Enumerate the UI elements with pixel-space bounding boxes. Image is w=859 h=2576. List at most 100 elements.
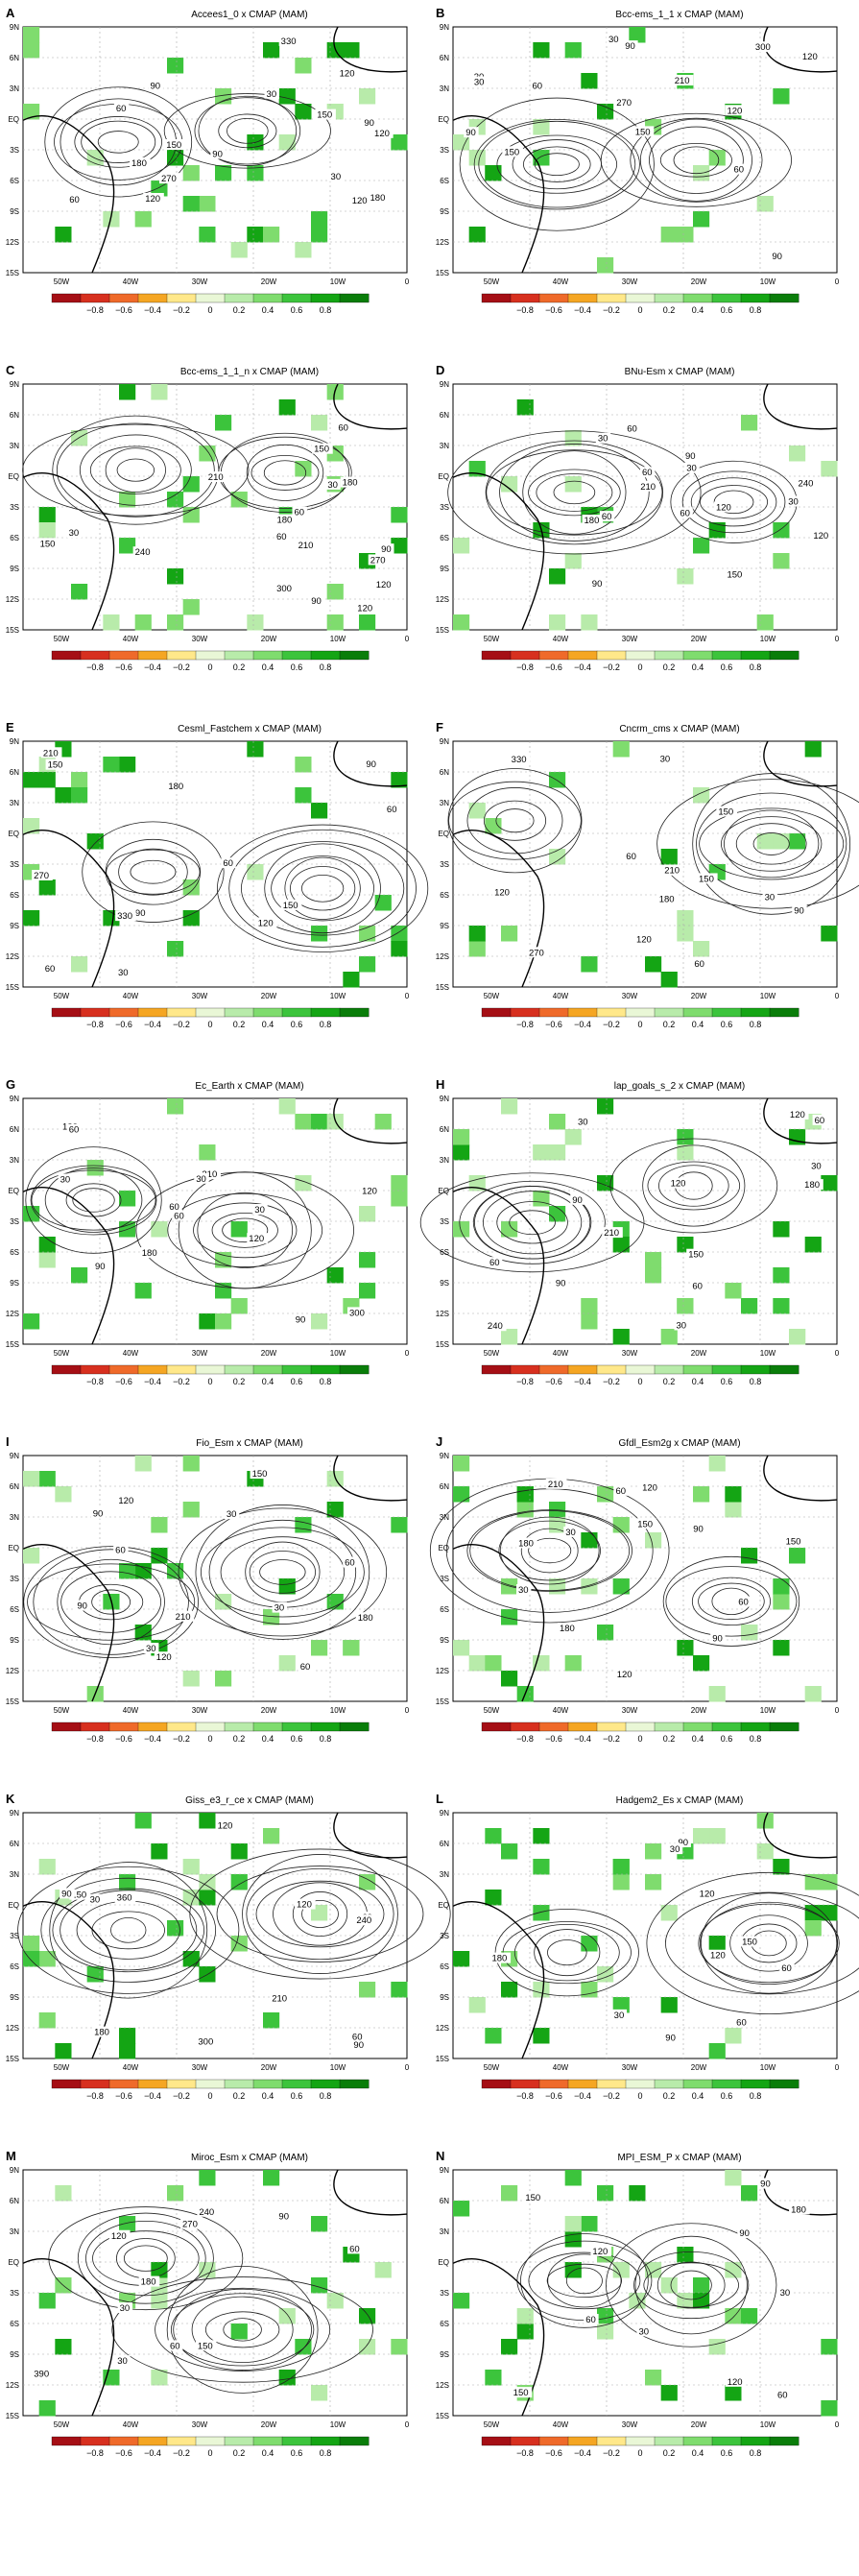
colorbar-label: 0.6: [291, 2091, 303, 2101]
significance-cell: [103, 757, 120, 773]
contour-line: [466, 1509, 632, 1592]
significance-cell: [597, 1098, 614, 1115]
colorbar-swatch: [195, 650, 226, 661]
colorbar-swatch: [339, 2079, 370, 2089]
contour-label: 90: [712, 1634, 723, 1645]
contour-label-bg: [792, 904, 807, 916]
contour-label-bg: [315, 108, 336, 120]
significance-cell: [215, 415, 232, 431]
contour-line: [469, 1510, 631, 1591]
significance-cell: [468, 926, 486, 942]
y-tick-label: 6S: [440, 1962, 449, 1971]
contour-line: [200, 1527, 365, 1618]
colorbar-label: 0: [207, 662, 212, 672]
panel-title: lap_goals_s_2 x CMAP (MAM): [614, 1081, 746, 1092]
contour-line: [194, 97, 301, 165]
colorbar-label: −0.6: [545, 2091, 562, 2101]
contour-label-bg: [662, 864, 683, 876]
significance-cell: [23, 1313, 40, 1330]
significance-cell: [708, 2043, 726, 2059]
contour-label-bg: [210, 148, 226, 159]
contour-label: 150: [198, 2341, 213, 2351]
coastline: [452, 115, 545, 274]
significance-cell: [612, 1997, 630, 2013]
y-tick-label: 15S: [6, 983, 19, 992]
y-tick-label: 9N: [10, 737, 19, 746]
significance-cell: [821, 2339, 838, 2355]
significance-cell: [38, 2012, 56, 2029]
significance-cell: [789, 833, 806, 850]
colorbar-label: −0.8: [86, 305, 104, 315]
significance-cell: [756, 614, 774, 631]
contour-label: 120: [494, 888, 510, 899]
contour-label-bg: [614, 1668, 636, 1679]
contour-label: 330: [512, 755, 527, 765]
contour-label-bg: [710, 1632, 726, 1644]
y-tick-label: 15S: [436, 269, 449, 277]
contour-line: [77, 2212, 214, 2304]
contour-label: 180: [804, 1180, 820, 1191]
y-tick-label: 9S: [440, 565, 449, 573]
significance-cell: [38, 772, 56, 788]
significance-cell: [501, 476, 518, 493]
panel-letter: M: [6, 2149, 16, 2163]
y-tick-label: 9S: [10, 1993, 19, 2002]
contour-label-bg: [69, 1889, 90, 1900]
contour-label: 150: [513, 2388, 529, 2398]
significance-cell: [693, 538, 710, 554]
contour-line: [673, 146, 720, 175]
contour-label: 150: [637, 1519, 653, 1529]
colorbar-label: −0.8: [516, 2448, 534, 2458]
colorbar-swatch: [481, 650, 512, 661]
contour-line: [301, 1900, 339, 1929]
colorbar-swatch: [310, 1364, 341, 1375]
colorbar-swatch: [682, 650, 713, 661]
contour-label-bg: [197, 2205, 218, 2217]
contour-line: [191, 2296, 294, 2364]
contour-line: [91, 1911, 165, 1950]
colorbar-label: 0.2: [663, 2091, 676, 2101]
significance-cell: [182, 196, 200, 212]
contour-line: [33, 1549, 189, 1655]
contour-label-bg: [684, 462, 700, 473]
contour-label-bg: [553, 1277, 569, 1288]
contour-label: 90: [61, 1889, 72, 1899]
contour-label: 60: [295, 508, 305, 518]
contour-line: [300, 874, 345, 903]
significance-cell: [311, 211, 328, 228]
x-tick-label: 20W: [691, 1706, 707, 1715]
contour-label-bg: [90, 1507, 107, 1519]
contour-label-bg: [336, 421, 351, 433]
chart-panel-j: J Gfdl_Esm2g x CMAP (MAM) 60 90 120 150 180 210…: [429, 1434, 840, 1744]
contour-label: 210: [298, 541, 314, 551]
contour-label: 120: [362, 1187, 377, 1197]
contour-label: 30: [598, 434, 608, 445]
significance-cell: [23, 818, 40, 834]
colorbar-swatch: [567, 1721, 598, 1732]
x-tick-label: 0: [835, 992, 840, 1000]
significance-cell: [693, 1828, 710, 1844]
coastline: [22, 472, 115, 631]
contour-label: 90: [665, 2034, 676, 2044]
significance-cell: [660, 1329, 678, 1345]
colorbar-swatch: [224, 650, 254, 661]
significance-cell: [741, 2308, 758, 2324]
significance-cell: [38, 2293, 56, 2309]
colorbar-swatch: [137, 2079, 168, 2089]
colorbar-label: 0: [637, 305, 642, 315]
colorbar-label: 0.2: [663, 1020, 676, 1029]
y-tick-label: 12S: [6, 1310, 19, 1318]
x-tick-label: 20W: [691, 635, 707, 643]
contour-label-bg: [32, 2368, 53, 2379]
contour-line: [259, 1559, 306, 1585]
contour-label: 120: [340, 69, 355, 80]
contour-label: 90: [311, 596, 322, 607]
contour-label-bg: [752, 41, 775, 53]
colorbar-label: 0.6: [291, 1734, 303, 1744]
contour-line: [642, 1144, 746, 1227]
colorbar-swatch: [310, 2436, 341, 2446]
contour-label: 60: [738, 1598, 749, 1608]
contour-line: [473, 118, 640, 210]
contour-label: 30: [146, 1644, 156, 1654]
